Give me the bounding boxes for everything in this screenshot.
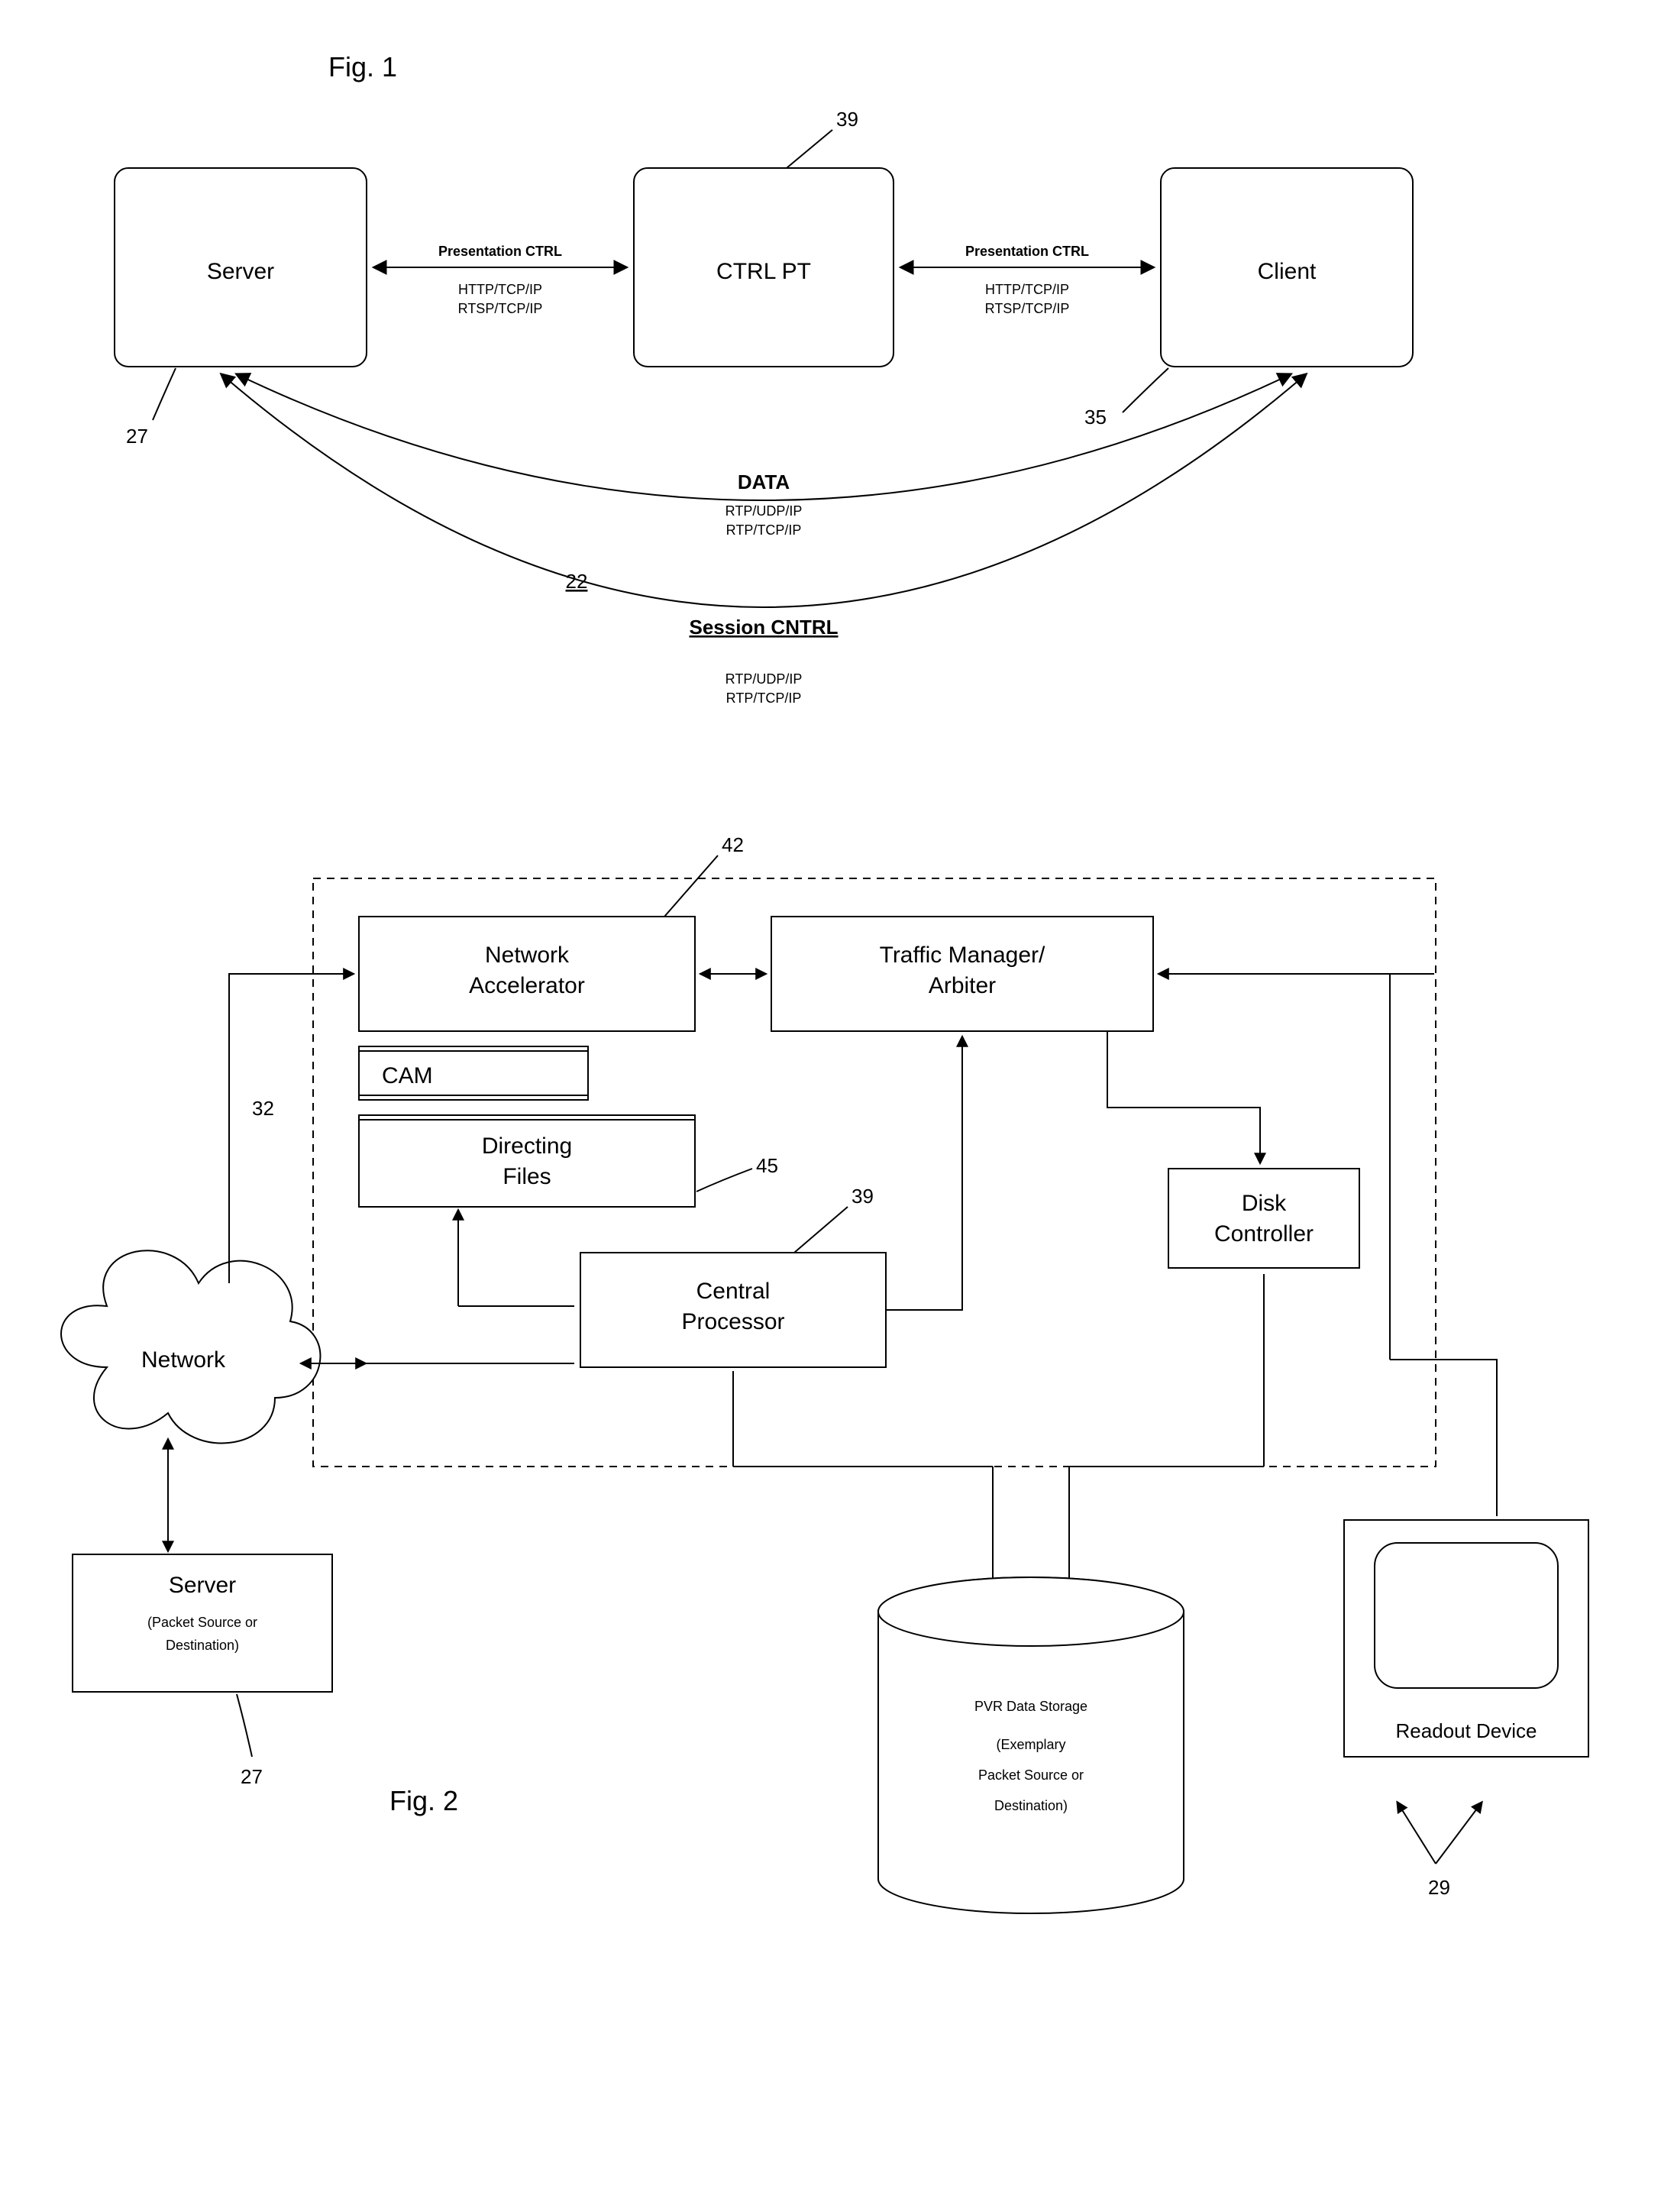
ref42: 42 (722, 833, 744, 856)
arrow-cp-tm (886, 1037, 962, 1310)
leader-29b (1436, 1803, 1482, 1864)
ref39-fig1: 39 (836, 108, 858, 131)
disk-l2: Controller (1214, 1221, 1314, 1247)
fig1-title: Fig. 1 (328, 51, 397, 82)
traffic-l2: Arbiter (929, 973, 996, 998)
proto2-left: RTSP/TCP/IP (458, 301, 543, 316)
server-label: Server (207, 259, 274, 284)
data-p1: RTP/UDP/IP (725, 503, 803, 519)
session-label: Session CNTRL (689, 616, 838, 639)
arrow-net-na (229, 974, 353, 1283)
leader-42 (664, 855, 718, 917)
sess-p1: RTP/UDP/IP (725, 671, 803, 687)
cp-l1: Central (696, 1279, 771, 1304)
leader-45 (696, 1169, 752, 1192)
ctrlpt-label: CTRL PT (716, 259, 811, 284)
data-p2: RTP/TCP/IP (726, 522, 802, 538)
pvr-l3: Packet Source or (978, 1767, 1084, 1783)
leader-35 (1123, 368, 1168, 412)
diagram-canvas: Fig. 1 Server CTRL PT Client Presentatio… (0, 0, 1661, 2212)
disk-controller-node (1168, 1169, 1359, 1268)
leader-39b (794, 1207, 848, 1253)
pvr-l2: (Exemplary (996, 1737, 1065, 1752)
server-sub2: Destination) (166, 1638, 239, 1653)
ref45: 45 (756, 1154, 778, 1177)
line-readout-in1 (1434, 1360, 1497, 1467)
directing-files-node (359, 1115, 695, 1207)
readout-screen (1375, 1543, 1558, 1688)
traffic-l1: Traffic Manager/ (880, 943, 1045, 968)
directing-l1: Directing (482, 1133, 572, 1159)
ref39-fig2: 39 (852, 1185, 874, 1208)
ref32: 32 (252, 1097, 274, 1120)
disk-l1: Disk (1242, 1191, 1287, 1216)
server-fig2-label: Server (169, 1573, 236, 1598)
figure-1: Fig. 1 Server CTRL PT Client Presentatio… (115, 51, 1413, 706)
server-sub1: (Packet Source or (147, 1615, 257, 1630)
leader-39 (787, 130, 832, 168)
proto1-right: HTTP/TCP/IP (985, 282, 1069, 297)
fig2-title: Fig. 2 (389, 1785, 458, 1816)
leader-29a (1398, 1803, 1436, 1864)
ref27-fig2: 27 (241, 1765, 263, 1788)
client-label: Client (1258, 259, 1317, 284)
ref27-fig1: 27 (126, 425, 148, 448)
figure-2: 42 Network Accelerator Traffic Manager/ … (61, 833, 1588, 1913)
network-label: Network (141, 1347, 226, 1373)
arrow-tm-disk (1107, 1031, 1260, 1163)
pvr-l1: PVR Data Storage (974, 1699, 1087, 1714)
ref35-fig1: 35 (1084, 406, 1107, 428)
pres-ctrl-right: Presentation CTRL (965, 244, 1089, 259)
readout-label: Readout Device (1396, 1719, 1537, 1742)
pvr-l4: Destination) (994, 1798, 1068, 1813)
data-label: DATA (738, 471, 790, 493)
cam-label: CAM (382, 1063, 433, 1088)
sess-p2: RTP/TCP/IP (726, 690, 802, 706)
net-accel-l1: Network (485, 943, 570, 968)
directing-l2: Files (503, 1164, 551, 1189)
proto1-left: HTTP/TCP/IP (458, 282, 542, 297)
leader-27 (153, 368, 176, 420)
proto2-right: RTSP/TCP/IP (985, 301, 1070, 316)
net-accel-l2: Accelerator (469, 973, 585, 998)
leader-27b (237, 1694, 252, 1757)
pres-ctrl-left: Presentation CTRL (438, 244, 562, 259)
cp-l2: Processor (681, 1309, 784, 1334)
ref29: 29 (1428, 1876, 1450, 1899)
